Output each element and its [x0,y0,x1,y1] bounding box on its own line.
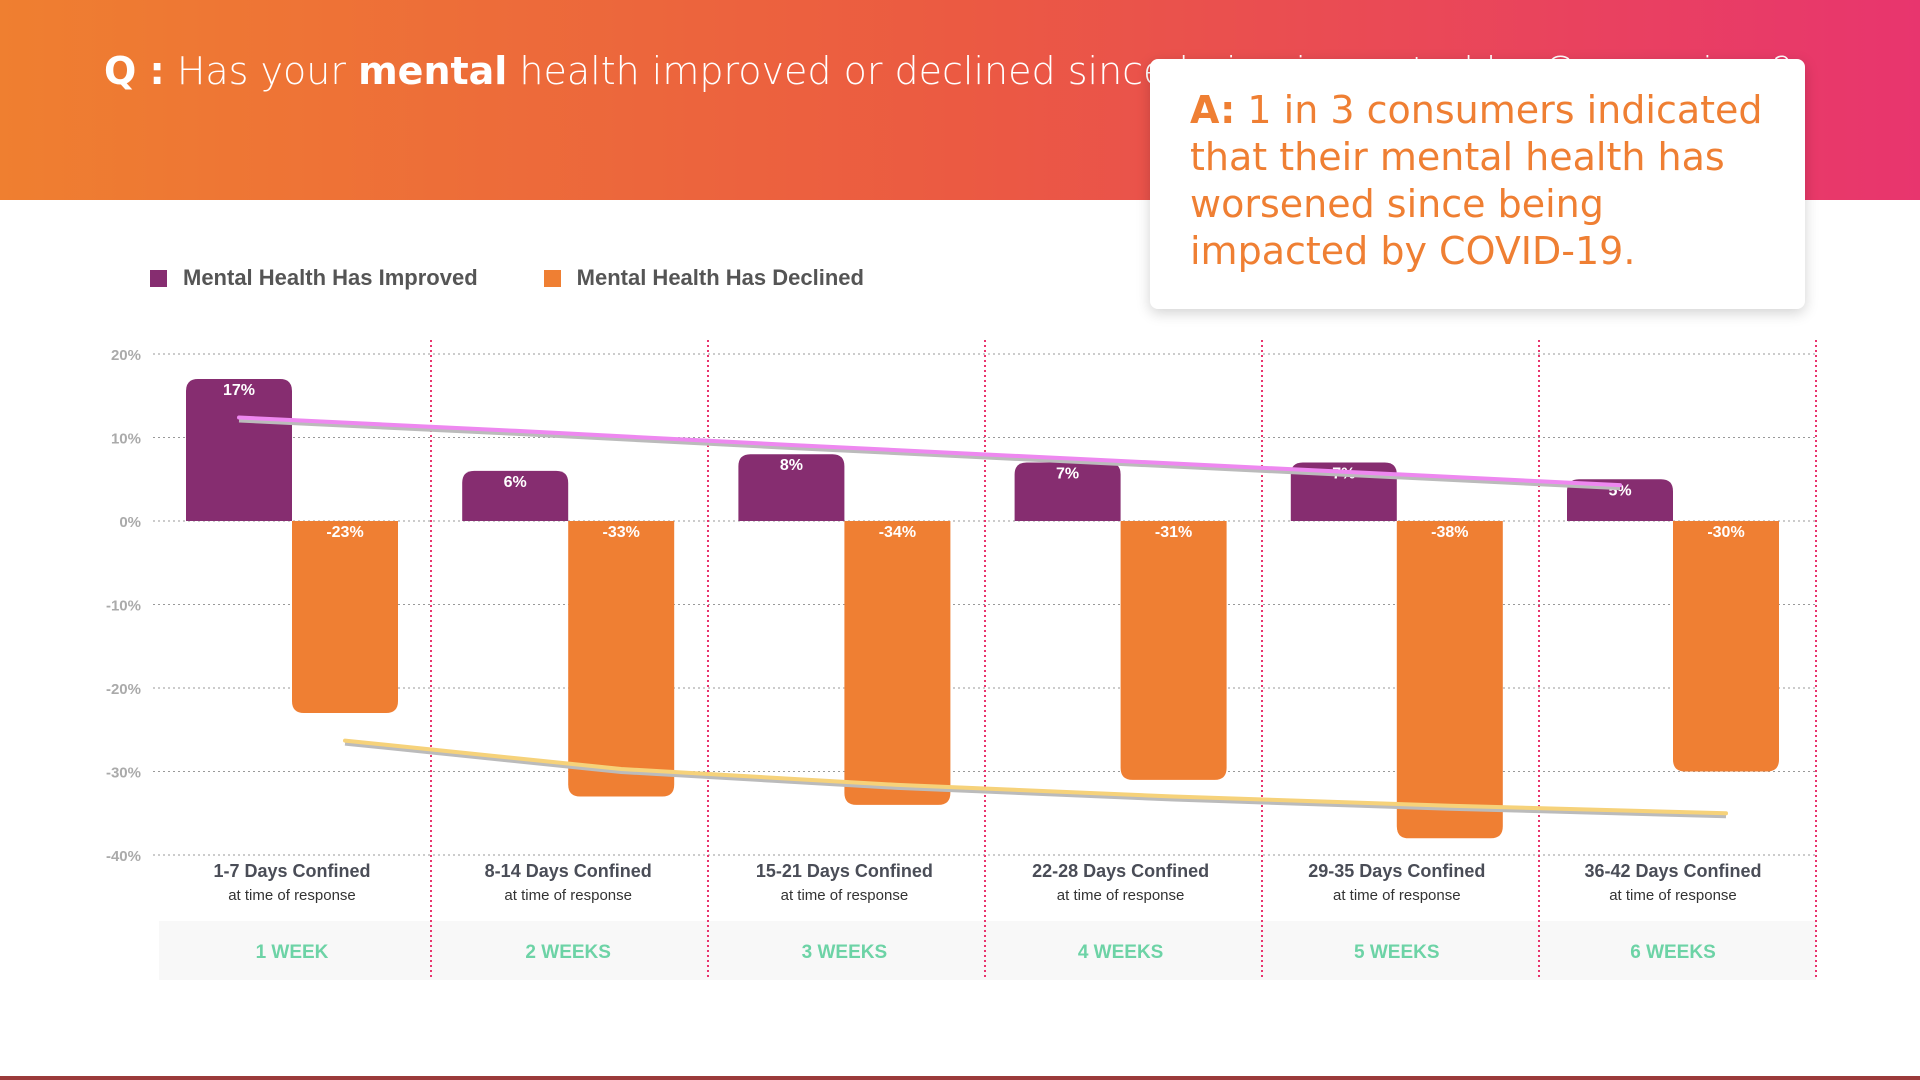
bar-declined [292,521,398,714]
week-label: 1 WEEK [256,942,329,963]
week-band [159,921,1816,980]
data-label-improved: 7% [1056,466,1079,483]
data-label-declined: -38% [1431,524,1468,541]
data-label-improved: 17% [223,382,255,399]
trendline-improved-shadow [238,418,1621,491]
category-label: 22-28 Days Confined [1032,861,1209,881]
trendline-declined [343,738,1728,816]
answer-card: A: 1 in 3 consumers indicated that their… [1150,59,1805,309]
legend: Mental Health Has Improved Mental Health… [150,265,864,291]
bar-declined [1120,521,1227,780]
q-prefix: Q : [104,49,165,93]
answer-prefix: A: [1190,88,1236,132]
y-tick-label: -10% [106,598,141,615]
bar-improved [186,379,292,521]
category-sublabel: at time of response [781,887,909,904]
legend-declined: Mental Health Has Declined [543,265,864,291]
data-label-declined: -33% [603,524,640,541]
data-label-declined: -23% [326,524,363,541]
q-part1: Has your [164,49,359,93]
trendline-declined-shadow [344,741,1727,819]
data-label-declined: -31% [1155,524,1192,541]
bar-declined [844,521,951,805]
week-label: 6 WEEKS [1630,942,1716,963]
q-bold: mental [358,49,508,93]
category-label: 1-7 Days Confined [213,861,370,881]
legend-swatch-improved [150,269,167,287]
category-sublabel: at time of response [504,887,632,904]
legend-label: Mental Health Has Improved [183,265,478,290]
week-label: 5 WEEKS [1354,942,1440,963]
legend-improved: Mental Health Has Improved [150,265,478,291]
legend-swatch-declined [543,269,561,287]
bar-improved [1567,479,1673,521]
category-label: 8-14 Days Confined [485,861,652,881]
legend-label: Mental Health Has Declined [576,265,864,290]
week-label: 2 WEEKS [525,942,611,963]
bottom-rule [0,1076,1920,1080]
bar-improved [1014,462,1121,521]
data-label-declined: -34% [879,524,916,541]
week-label: 3 WEEKS [802,942,888,963]
category-sublabel: at time of response [1333,887,1461,904]
category-sublabel: at time of response [228,887,356,904]
y-tick-label: 20% [111,347,141,364]
answer-text: A: 1 in 3 consumers indicated that their… [1190,87,1790,275]
category-label: 29-35 Days Confined [1308,861,1485,881]
category-label: 36-42 Days Confined [1584,861,1761,881]
y-tick-label: -40% [106,848,141,865]
category-label: 15-21 Days Confined [756,861,933,881]
bar-declined [568,521,675,797]
bar-declined [1673,521,1779,772]
y-tick-label: -30% [106,765,141,782]
data-label-declined: -30% [1707,524,1744,541]
answer-body: 1 in 3 consumers indicated that their me… [1190,88,1763,273]
y-tick-label: -20% [106,681,141,698]
bar-improved [462,470,569,521]
data-label-improved: 8% [780,457,803,474]
category-sublabel: at time of response [1057,887,1185,904]
bar-improved [738,454,845,521]
bar-declined [1396,521,1503,839]
trendline-improved [237,415,1622,488]
week-label: 4 WEEKS [1078,942,1164,963]
y-tick-label: 0% [119,514,141,531]
y-tick-label: 10% [111,431,141,448]
category-sublabel: at time of response [1609,887,1737,904]
data-label-improved: 6% [504,474,527,491]
